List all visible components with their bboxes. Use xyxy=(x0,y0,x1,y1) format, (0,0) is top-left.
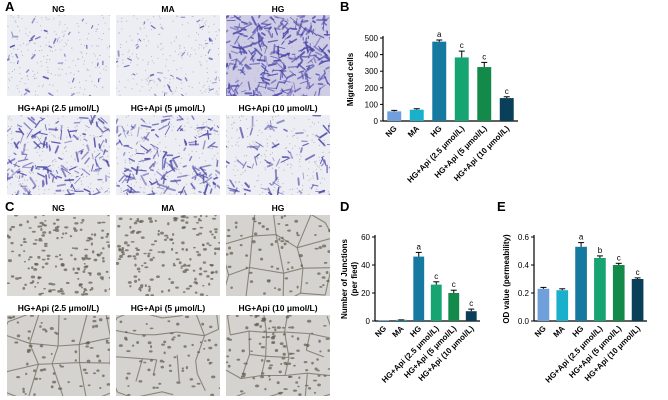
panel-letter-b: B xyxy=(340,0,350,14)
y-axis-label: Number of Junctions xyxy=(340,238,349,319)
permeability-bar-chart: 0.0 0.2 0.4 0.6 OD value (permeability) NG MA a… xyxy=(502,233,647,385)
image-label: NG xyxy=(52,4,65,14)
bar-1 xyxy=(409,109,424,121)
bar-0 xyxy=(537,288,550,321)
micrograph-a-ma xyxy=(116,15,220,96)
axes: 0 20 40 60 xyxy=(361,233,480,326)
significance-label: a xyxy=(417,242,422,251)
significance-label: c xyxy=(460,41,464,50)
bar-0 xyxy=(378,320,390,321)
micrograph-c-api-2-5 xyxy=(7,315,110,396)
significance-label: a xyxy=(579,233,584,242)
significance-label: c xyxy=(434,272,438,281)
x-tick-label: HG xyxy=(571,324,586,339)
image-label: HG+Api (5 μmol/L) xyxy=(130,103,206,113)
image-label: HG+Api (10 μmol/L) xyxy=(238,103,318,113)
significance-label: c xyxy=(505,87,509,96)
image-label: HG xyxy=(271,4,285,14)
image-label: MA xyxy=(161,4,175,14)
bar-1 xyxy=(395,319,407,321)
axes: 0.0 0.2 0.4 0.6 xyxy=(518,233,647,326)
y-tick-label: 300 xyxy=(365,67,379,76)
junctions-bar-chart: 0 20 40 60 Number of Junctions (per fied) NG MA… xyxy=(340,233,480,385)
significance-label: c xyxy=(617,253,621,262)
panel-letter-e: E xyxy=(497,199,506,214)
significance-label: c xyxy=(482,52,486,61)
significance-label: c xyxy=(636,268,640,277)
bar-5 xyxy=(631,279,644,321)
panel-letter-a: A xyxy=(5,0,15,14)
y-axis-label: OD value (permeability) xyxy=(502,234,511,324)
micrograph-c-ma xyxy=(116,215,220,296)
x-tick-label: NG xyxy=(533,324,548,339)
x-tick-label: MA xyxy=(551,324,566,339)
micrograph-c-hg xyxy=(226,215,330,296)
y-tick-label: 200 xyxy=(365,84,379,93)
x-tick-label: NG xyxy=(373,324,388,339)
micrograph-a-hg xyxy=(226,15,330,96)
bar-4 xyxy=(448,293,460,321)
y-tick-label: 500 xyxy=(365,34,379,43)
bar-3 xyxy=(430,284,442,321)
panel-letter-d: D xyxy=(340,199,350,214)
y-tick-label: 400 xyxy=(365,51,379,60)
bar-3 xyxy=(454,57,469,121)
bar-2 xyxy=(432,41,447,121)
axes: 0 100 200 300 400 500 xyxy=(365,34,518,126)
significance-label: c xyxy=(452,280,456,289)
micrograph-a-api-10 xyxy=(226,115,330,195)
significance-label: c xyxy=(469,299,473,308)
image-label: HG+Api (5 μmol/L) xyxy=(130,303,206,313)
image-label: NG xyxy=(52,203,65,213)
y-tick-label: 0.0 xyxy=(518,317,530,326)
y-tick-label: 0 xyxy=(374,117,379,126)
y-tick-label: 60 xyxy=(361,233,370,242)
significance-label: b xyxy=(598,246,603,255)
y-tick-label: 0.4 xyxy=(518,261,530,270)
image-label: MA xyxy=(161,203,175,213)
micrograph-c-ng xyxy=(7,215,110,296)
x-tick-label: MA xyxy=(406,124,421,139)
image-label: HG+Api (2.5 μmol/L) xyxy=(17,103,100,113)
y-tick-label: 0.6 xyxy=(518,233,530,242)
bar-3 xyxy=(594,258,606,321)
bar-4 xyxy=(612,265,625,321)
image-label: HG+Api (10 μmol/L) xyxy=(238,303,318,313)
x-tick-label: MA xyxy=(390,324,405,339)
y-tick-label: 40 xyxy=(361,261,370,270)
image-label: HG xyxy=(271,203,285,213)
micrograph-a-ng xyxy=(7,15,110,96)
micrograph-c-api-10 xyxy=(226,315,330,396)
x-tick-label: NG xyxy=(384,124,399,139)
micrograph-c-api-5 xyxy=(116,315,220,396)
bar-1 xyxy=(556,290,569,321)
panel-letter-c: C xyxy=(5,199,15,214)
bar-5 xyxy=(465,311,477,321)
bar-2 xyxy=(575,246,587,321)
y-tick-label: 100 xyxy=(365,100,379,109)
bar-2 xyxy=(413,256,425,321)
y-axis-label-2: (per fied) xyxy=(350,262,359,297)
micrograph-a-api-5 xyxy=(116,115,220,195)
bar-4 xyxy=(477,67,492,121)
significance-label: a xyxy=(437,30,442,39)
y-axis-label: Migrated cells xyxy=(346,52,355,106)
y-tick-label: 20 xyxy=(361,289,370,298)
micrograph-a-api-2-5 xyxy=(7,115,110,195)
bar-5 xyxy=(499,98,514,121)
bar-0 xyxy=(387,111,402,121)
x-tick-label: HG xyxy=(429,124,444,139)
image-label: HG+Api (2.5 μmol/L) xyxy=(17,303,100,313)
y-tick-label: 0.2 xyxy=(518,289,530,298)
y-tick-label: 0 xyxy=(366,317,371,326)
